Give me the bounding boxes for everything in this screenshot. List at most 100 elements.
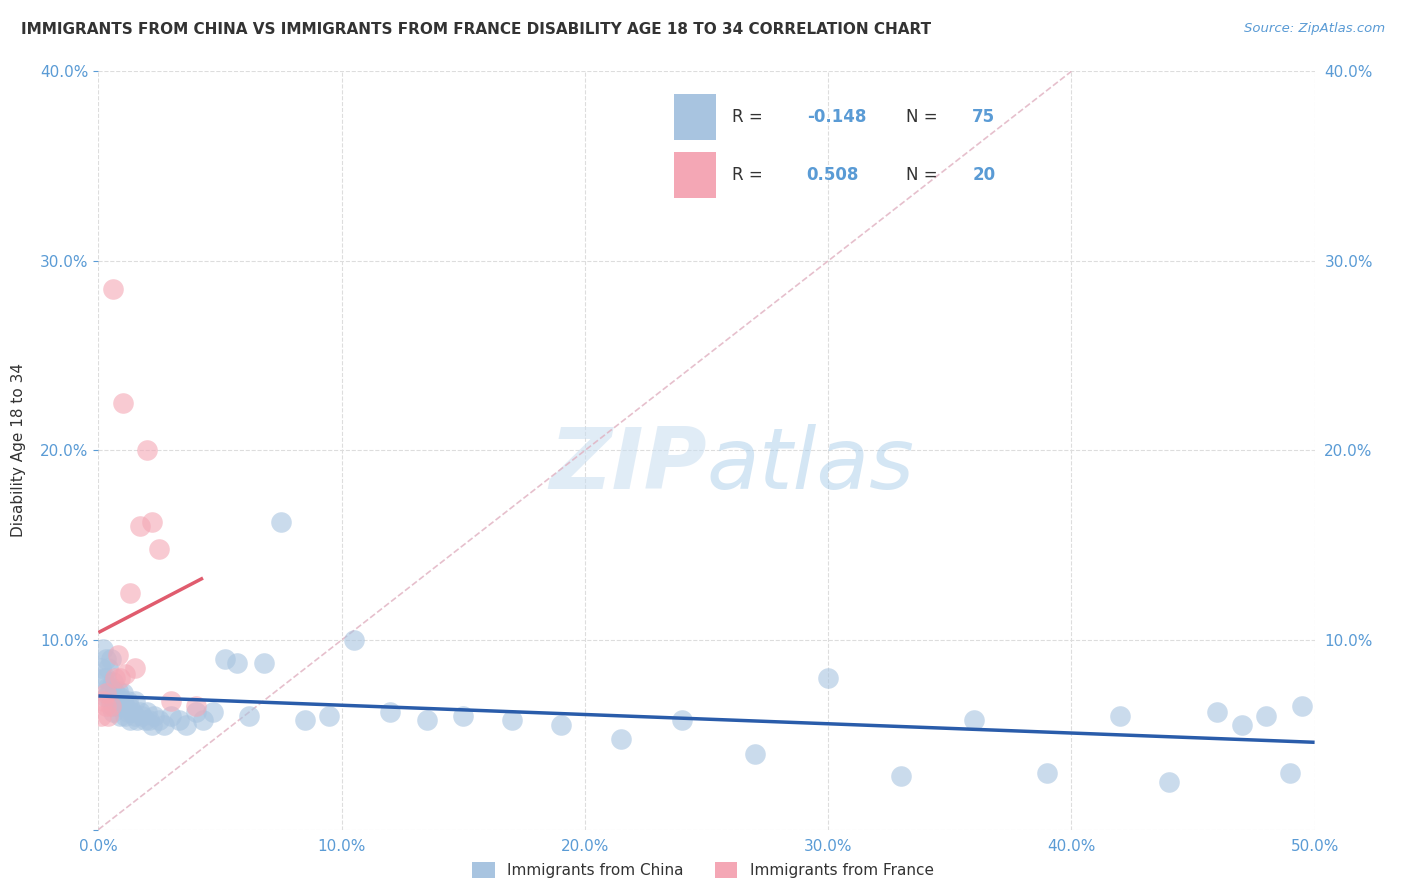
Point [114, 708, 136, 723]
Point [1254, 708, 1277, 723]
Point [100, 681, 122, 695]
Point [1291, 699, 1313, 714]
Point [238, 708, 260, 723]
Point [94, 686, 117, 700]
Point [128, 705, 150, 719]
Point [100, 694, 122, 708]
Point [191, 713, 214, 727]
Point [111, 686, 134, 700]
Point [890, 769, 912, 784]
Point [94, 690, 117, 704]
Point [1230, 718, 1253, 732]
Point [101, 705, 124, 719]
Point [111, 396, 134, 410]
Point [963, 713, 986, 727]
Point [174, 718, 197, 732]
Point [148, 713, 170, 727]
Point [118, 701, 141, 715]
Point [117, 705, 139, 719]
Point [101, 674, 124, 689]
Point [671, 713, 693, 727]
Y-axis label: Disability Age 18 to 34: Disability Age 18 to 34 [11, 363, 27, 538]
Point [110, 671, 132, 685]
Point [143, 708, 166, 723]
Point [550, 718, 572, 732]
Point [124, 661, 146, 675]
Point [1109, 708, 1132, 723]
Point [100, 652, 122, 666]
Point [97, 708, 120, 723]
Point [136, 705, 159, 719]
Point [270, 516, 292, 530]
Text: Source: ZipAtlas.com: Source: ZipAtlas.com [1244, 22, 1385, 36]
Point [104, 694, 127, 708]
Point [343, 633, 366, 648]
Point [124, 708, 146, 723]
Point [318, 708, 340, 723]
Point [104, 671, 127, 685]
Point [226, 656, 249, 670]
Point [453, 708, 475, 723]
Point [110, 708, 132, 723]
Point [127, 713, 149, 727]
Text: IMMIGRANTS FROM CHINA VS IMMIGRANTS FROM FRANCE DISABILITY AGE 18 TO 34 CORRELAT: IMMIGRANTS FROM CHINA VS IMMIGRANTS FROM… [21, 22, 931, 37]
Point [1206, 705, 1229, 719]
Point [104, 686, 127, 700]
Point [97, 686, 120, 700]
Point [131, 708, 153, 723]
Point [214, 652, 236, 666]
Point [253, 656, 276, 670]
Point [153, 718, 176, 732]
Point [124, 694, 146, 708]
Point [134, 713, 156, 727]
Point [184, 699, 207, 714]
Point [148, 542, 170, 557]
Point [501, 713, 523, 727]
Point [91, 642, 114, 657]
Point [136, 443, 159, 458]
Point [114, 699, 136, 714]
Point [1157, 775, 1180, 789]
Point [94, 652, 117, 666]
Point [117, 694, 139, 708]
Point [294, 713, 316, 727]
Point [160, 708, 183, 723]
Point [107, 648, 129, 662]
Point [160, 694, 183, 708]
Point [90, 708, 112, 723]
Point [118, 713, 141, 727]
Text: atlas: atlas [707, 424, 914, 508]
Point [610, 731, 633, 746]
Text: ZIP: ZIP [548, 424, 707, 508]
Point [817, 671, 839, 685]
Point [110, 690, 132, 704]
Point [101, 699, 124, 714]
Point [91, 694, 114, 708]
Point [1036, 765, 1059, 780]
Point [167, 713, 190, 727]
Point [94, 671, 117, 685]
Point [90, 661, 112, 675]
Point [118, 585, 141, 599]
Point [128, 519, 150, 533]
Point [97, 661, 120, 675]
Point [107, 684, 129, 698]
Point [184, 705, 207, 719]
Point [91, 671, 114, 685]
Point [1279, 765, 1302, 780]
Point [138, 713, 160, 727]
Point [100, 699, 122, 714]
Point [107, 699, 129, 714]
Legend: Immigrants from China, Immigrants from France: Immigrants from China, Immigrants from F… [467, 856, 939, 884]
Point [141, 718, 163, 732]
Point [121, 705, 143, 719]
Point [380, 705, 402, 719]
Point [416, 713, 439, 727]
Point [101, 282, 124, 296]
Point [114, 667, 136, 681]
Point [201, 705, 224, 719]
Point [141, 516, 163, 530]
Point [744, 747, 766, 761]
Point [97, 681, 120, 695]
Point [111, 694, 134, 708]
